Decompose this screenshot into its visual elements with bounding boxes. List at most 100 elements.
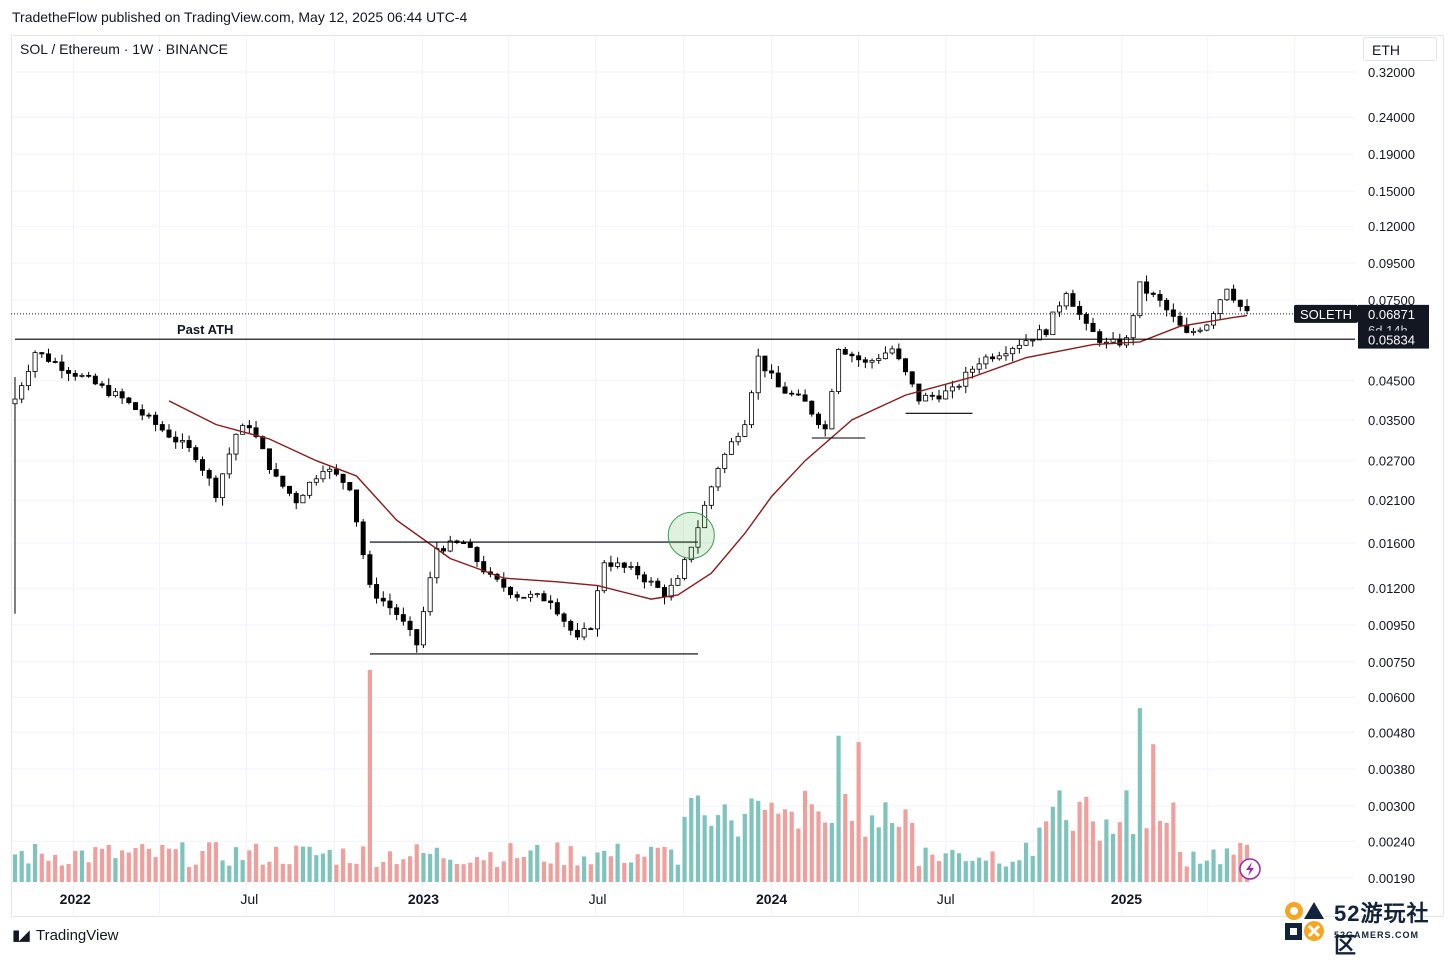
candle-body <box>193 447 199 460</box>
y-axis-tick-label: 0.02700 <box>1368 454 1415 469</box>
candle-body <box>782 386 788 394</box>
tradingview-logo[interactable]: ▮◢ TradingView <box>12 926 119 944</box>
volume-bar <box>494 867 500 882</box>
symbol-title[interactable]: SOL / Ethereum · 1W · BINANCE <box>20 41 228 57</box>
candle-body <box>615 562 621 567</box>
candle-body <box>548 600 554 604</box>
volume-bar <box>186 867 192 882</box>
candle-body <box>809 400 815 415</box>
volume-bar <box>869 815 875 882</box>
candle-body <box>434 548 440 579</box>
candle-body <box>923 394 929 402</box>
candle-body <box>280 475 286 487</box>
candle-body <box>1097 331 1103 343</box>
volume-bar <box>461 864 466 882</box>
candle-body <box>199 459 205 471</box>
candle-body <box>307 481 313 496</box>
volume-bar <box>307 846 312 882</box>
volume-bar <box>903 809 908 882</box>
volume-bar <box>180 842 185 882</box>
y-axis-tick-label: 0.01600 <box>1368 536 1415 551</box>
reference-level-tag <box>1358 330 1429 349</box>
currency-button[interactable]: ETH <box>1363 37 1437 61</box>
candle-body <box>52 361 58 363</box>
candle-body <box>45 353 51 362</box>
y-axis-tick-label: 0.00600 <box>1368 690 1415 705</box>
volume-bar <box>548 863 553 882</box>
volume-bar <box>173 849 178 882</box>
candle-body <box>728 441 734 455</box>
candle-body <box>675 578 681 586</box>
candle-body <box>936 395 942 400</box>
volume-bar <box>1177 851 1183 882</box>
candle-body <box>655 580 661 588</box>
volume-bar <box>233 847 239 882</box>
volume-bar <box>682 816 687 882</box>
volume-bar <box>441 858 446 882</box>
candle-body <box>829 391 835 430</box>
volume-bar <box>66 863 71 882</box>
volume-bar <box>595 852 600 882</box>
volume-bar <box>12 854 18 882</box>
volume-bar <box>769 802 774 882</box>
candle-body <box>1043 329 1049 336</box>
candle-body <box>581 628 587 638</box>
candle-body <box>133 402 139 411</box>
volume-bar <box>1003 866 1009 882</box>
candle-body <box>815 413 821 426</box>
candle-body <box>126 397 132 404</box>
volume-bar <box>294 845 299 882</box>
candle-body <box>635 566 641 576</box>
volume-bar <box>555 842 560 882</box>
volume-bar <box>207 842 212 882</box>
candle-body <box>608 562 614 567</box>
volume-bar <box>113 858 118 882</box>
volume-bar <box>381 861 386 882</box>
candle-body <box>648 580 654 583</box>
candle-body <box>1023 340 1029 346</box>
candle-body <box>688 546 694 561</box>
candle-body <box>1090 322 1096 333</box>
y-axis-tick-label: 0.04500 <box>1368 373 1415 388</box>
y-axis-tick-label: 0.01200 <box>1368 581 1415 596</box>
candle-body <box>427 577 433 613</box>
volume-bar <box>314 855 319 882</box>
candle-body <box>340 473 346 483</box>
candle-body <box>507 586 513 596</box>
volume-bar <box>541 861 547 882</box>
candle-body <box>333 468 339 475</box>
volume-bar <box>227 865 232 882</box>
candle-body <box>1237 299 1243 307</box>
candle-body <box>929 394 935 397</box>
candle-body <box>380 597 386 602</box>
volume-bar <box>407 856 413 882</box>
volume-bar <box>39 853 44 882</box>
volume-bar <box>1084 796 1089 882</box>
volume-bar <box>73 850 78 882</box>
publish-info: TradetheFlow published on TradingView.co… <box>12 9 468 25</box>
volume-bar <box>1171 802 1176 882</box>
y-axis-tick-label: 0.02100 <box>1368 493 1415 508</box>
candle-body <box>842 349 848 355</box>
candle-body <box>420 611 426 646</box>
candle-body <box>441 548 447 552</box>
candle-body <box>186 440 192 449</box>
volume-bar <box>849 820 855 882</box>
watermark-url: 52GAMERS.COM <box>1334 930 1420 940</box>
candle-body <box>367 554 373 585</box>
volume-bar <box>561 865 567 882</box>
volume-bar <box>628 862 634 882</box>
volume-bar <box>776 813 781 882</box>
candle-body <box>588 628 594 631</box>
volume-bar <box>160 844 165 882</box>
candle-body <box>287 485 293 494</box>
y-axis-tick-label: 0.00950 <box>1368 618 1415 633</box>
volume-bar <box>428 854 433 882</box>
candle-body <box>856 355 862 361</box>
volume-bar <box>19 851 24 882</box>
volume-bar <box>615 843 620 882</box>
tradingview-logo-icon: ▮◢ <box>12 927 30 944</box>
volume-bar <box>1204 860 1209 882</box>
candle-body <box>882 352 888 360</box>
